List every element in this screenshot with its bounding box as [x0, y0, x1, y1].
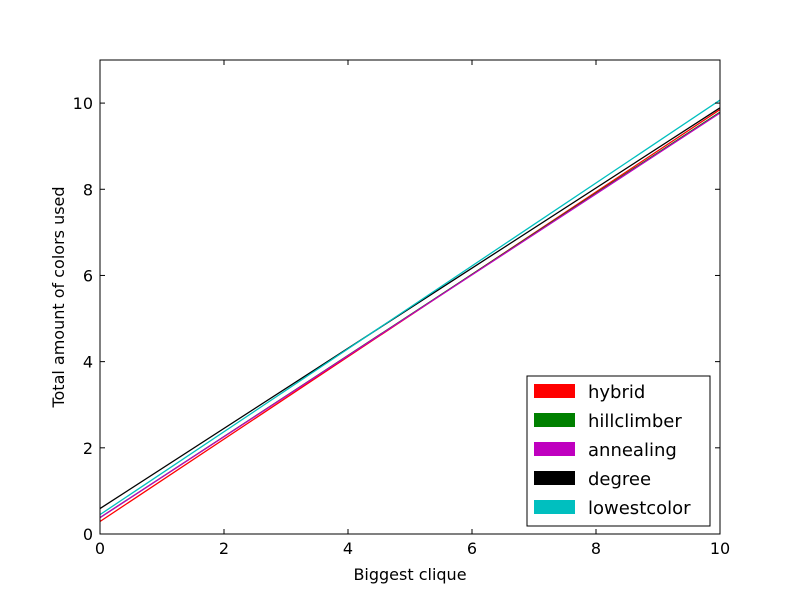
legend-label-degree: degree [588, 469, 651, 490]
legend-label-hillclimber: hillclimber [588, 411, 682, 432]
legend-swatch-lowestcolor [534, 500, 575, 514]
y-tick-label: 0 [83, 525, 93, 544]
plot-frame [99, 59, 721, 535]
legend: hybrid hillclimber annealing degree lowestco… [526, 375, 711, 527]
legend-swatch-degree [534, 471, 575, 485]
x-tick-label: 2 [219, 539, 229, 558]
x-axis-title: Biggest clique [353, 565, 466, 584]
series-line-annealing [99, 112, 721, 519]
series-layer [99, 99, 721, 523]
y-tick-label: 10 [73, 94, 93, 113]
legend-swatch-hillclimber [534, 413, 575, 427]
legend-label-hybrid: hybrid [588, 382, 645, 403]
legend-swatch-hybrid [534, 384, 575, 398]
series-line-lowestcolor [99, 99, 721, 516]
y-tick-label: 8 [83, 180, 93, 199]
series-line-degree [99, 107, 721, 510]
x-tick-label: 0 [95, 539, 105, 558]
x-tick-label: 10 [710, 539, 730, 558]
y-tick-label: 4 [83, 353, 93, 372]
x-tick-label: 4 [343, 539, 353, 558]
legend-swatch-annealing [534, 442, 575, 456]
y-tick-label: 6 [83, 266, 93, 285]
x-tick-label: 6 [467, 539, 477, 558]
y-axis-title: Total amount of colors used [49, 186, 68, 408]
tick-layer: 0 2 4 6 8 10 0 2 4 6 8 10 [73, 60, 730, 558]
legend-label-lowestcolor: lowestcolor [588, 498, 691, 519]
x-tick-label: 8 [591, 539, 601, 558]
legend-label-annealing: annealing [588, 440, 677, 461]
y-tick-label: 2 [83, 439, 93, 458]
